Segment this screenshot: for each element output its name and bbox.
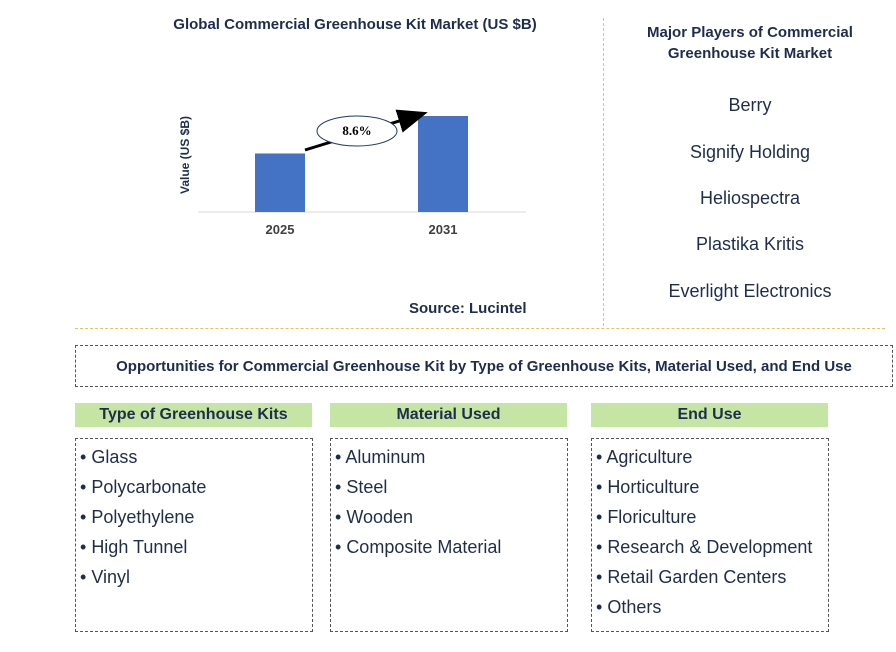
list-item: • Floriculture [596,507,697,527]
bar-2031 [418,116,468,212]
horizontal-divider [75,328,885,329]
cagr-ellipse [316,115,398,147]
column-header-end-use: End Use [591,403,828,427]
player-item: Heliospectra [699,188,801,208]
x-tick-label: 2031 [429,222,458,237]
list-item: • High Tunnel [80,537,188,557]
list-item: • Horticulture [596,477,700,497]
opportunities-title: Opportunities for Commercial Greenhouse … [116,357,852,375]
list-item: • Vinyl [80,567,131,587]
y-axis-label: Value (US $B) [178,116,192,194]
column-box-material: • Aluminum • Steel • Wooden • Composite … [330,438,568,632]
list-item: • Aluminum [335,447,426,467]
list-item: • Others [596,597,662,617]
players-title-line2: Greenhouse Kit Market [667,45,833,62]
column-box-end-use: • Agriculture • Horticulture • Floricult… [591,438,829,632]
bar-chart: Value (US $B) 2025 2031 8.6% [178,109,526,237]
source-label: Source: Lucintel [409,300,527,317]
player-item: Berry [728,95,772,115]
x-tick-label: 2025 [266,222,295,237]
list-item: • Composite Material [335,537,502,557]
player-item: Everlight Electronics [668,281,832,301]
column-header-type: Type of Greenhouse Kits [75,403,312,427]
list-item: • Glass [80,447,138,467]
opportunities-title-box: Opportunities for Commercial Greenhouse … [75,345,893,387]
cagr-label: 8.6% [342,123,371,138]
list-item: • Steel [335,477,388,497]
list-item: • Agriculture [596,447,693,467]
vertical-divider [603,18,604,326]
column-box-type: • Glass • Polycarbonate • Polyethylene •… [75,438,313,632]
list-item: • Wooden [335,507,414,527]
column-header-material: Material Used [330,403,567,427]
list-item: • Research & Development [596,537,813,557]
player-item: Signify Holding [689,142,811,162]
list-item: • Polyethylene [80,507,195,527]
list-item: • Polycarbonate [80,477,207,497]
bar-2025 [255,153,305,212]
players-title: Major Players of Commercial Greenhouse K… [615,22,885,64]
player-item: Plastika Kritis [695,234,805,254]
players-title-line1: Major Players of Commercial [647,24,853,41]
chart-title: Global Commercial Greenhouse Kit Market … [173,16,537,33]
list-item: • Retail Garden Centers [596,567,787,587]
